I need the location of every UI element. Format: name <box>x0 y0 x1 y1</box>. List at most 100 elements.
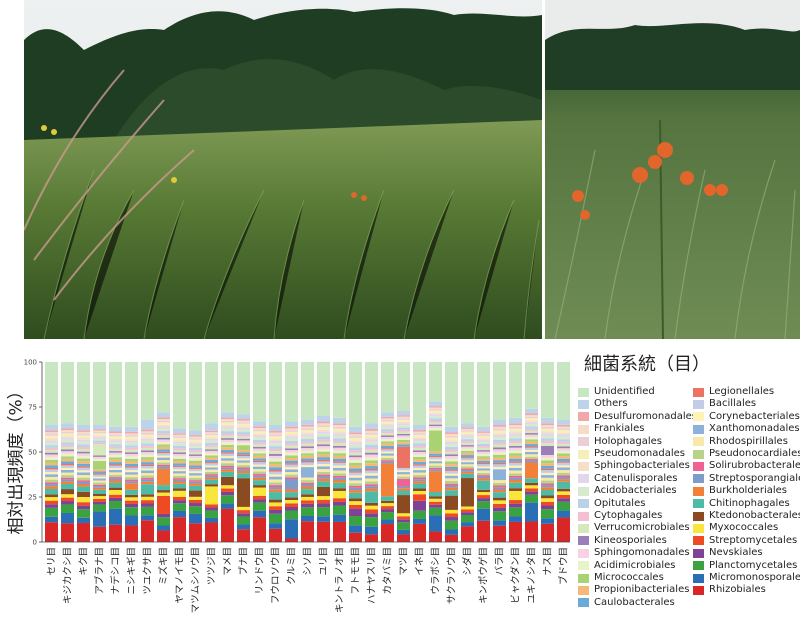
legend-swatch <box>693 412 704 422</box>
bar-segment-legionellales <box>173 465 186 467</box>
bar-segment-legionellales <box>541 468 554 471</box>
bar-segment-corynebacteriales <box>141 468 154 471</box>
bar-segment-propionibacteriales <box>125 461 138 464</box>
bar-segment-bacillales <box>477 464 490 467</box>
bar-segment-propionibacteriales <box>413 459 426 462</box>
legend-item-chitinophagales: Chitinophagales <box>693 498 790 510</box>
legend-swatch <box>578 598 589 608</box>
bar-segment-desulfuromonadales <box>61 428 74 431</box>
bar-segment-frankiales <box>333 425 346 427</box>
bar-segment-nevskiales <box>93 501 106 505</box>
bar-segment-nevskiales <box>477 498 490 502</box>
bar-segment-catenulisporales <box>317 431 330 434</box>
bar-ナデシコ目 <box>109 362 122 542</box>
bar-segment-burkholderiales <box>141 481 154 485</box>
bar-segment-kineosporiales <box>157 437 170 440</box>
x-tick-label: ツユクサ目 <box>143 547 154 595</box>
bar-segment-acidimicrobiales <box>461 448 474 451</box>
bar-segment-pseudonocardiales <box>461 466 474 469</box>
bar-segment-rhodospirillales <box>157 460 170 463</box>
bar-segment-micrococcales <box>93 461 106 470</box>
bar-segment-xanthomonadales <box>221 458 234 461</box>
bar-segment-streptosporangiales <box>381 461 394 464</box>
bar-segment-catenulisporales <box>509 433 522 436</box>
bar-segment-desulfuromonadales <box>237 418 250 421</box>
bar-segment-others <box>381 412 394 417</box>
bar-segment-verrucomicrobiales <box>333 443 346 446</box>
bar-segment-corynebacteriales <box>429 459 442 462</box>
bar-segment-rhodospirillales <box>221 460 234 464</box>
bar-segment-rhizobiales <box>269 528 282 542</box>
bar-segment-micrococcales <box>397 439 410 443</box>
bar-segment-frankiales <box>317 423 330 426</box>
y-tick-label: 25 <box>28 494 37 502</box>
bar-segment-sphingobacteriales <box>109 438 122 441</box>
bar-segment-desulfuromonadales <box>141 429 154 432</box>
bar-segment-nevskiales <box>557 498 570 502</box>
legend-swatch <box>693 523 704 533</box>
x-tick-label: ブナ目 <box>238 547 250 576</box>
bar-segment-pseudonocardiales <box>333 473 346 476</box>
bar-segment-others <box>189 430 202 436</box>
bar-segment-chitinophagales <box>93 489 106 495</box>
bar-segment-acidimicrobiales <box>429 428 442 431</box>
bar-segment-cytophagales <box>317 439 330 442</box>
bar-segment-micromonosporales <box>349 525 362 533</box>
legend-label: Catenulisporales <box>594 472 678 484</box>
bar-segment-frankiales <box>445 433 458 436</box>
bar-segment-myxococcales <box>461 506 474 510</box>
x-tick-label: ナス目 <box>543 547 554 576</box>
bar-segment-catenulisporales <box>381 425 394 427</box>
bar-segment-pseudonocardiales <box>397 476 410 479</box>
bar-segment-pseudomonadales <box>333 428 346 432</box>
bar-segment-cytophagales <box>109 446 122 449</box>
legend-item-micromonosporales: Micromonosporales <box>693 572 800 584</box>
bar-segment-chitinophagales <box>429 492 442 497</box>
bar-segment-streptomycetales <box>381 506 394 510</box>
bar-segment-cytophagales <box>45 447 58 450</box>
bar-ハナヤスリ目 <box>365 362 378 542</box>
bar-segment-myxococcales <box>365 505 378 510</box>
bar-segment-kineosporiales <box>93 455 106 457</box>
bar-segment-cytophagales <box>381 431 394 434</box>
bar-segment-planctomycetales <box>285 510 298 520</box>
bar-segment-sphingobacteriales <box>365 437 378 440</box>
bar-segment-kineosporiales <box>125 452 138 454</box>
legend-item-pseudomonadales: Pseudomonadales <box>578 448 685 460</box>
bar-segment-unidentified <box>413 362 426 425</box>
bar-segment-sphingomonadales <box>61 451 74 454</box>
bar-segment-cytophagales <box>173 448 186 451</box>
bar-アブラナ目 <box>93 362 106 542</box>
bar-segment-micrococcales <box>445 461 458 465</box>
bar-segment-cytophagales <box>141 445 154 448</box>
bar-segment-micromonosporales <box>285 519 298 539</box>
bar-segment-kineosporiales <box>413 450 426 452</box>
bar-segment-burkholderiales <box>381 463 394 497</box>
bar-segment-rhizobiales <box>333 521 346 542</box>
bar-segment-sphingobacteriales <box>125 439 138 441</box>
bar-segment-verrucomicrobiales <box>125 449 138 453</box>
bar-segment-frankiales <box>285 428 298 431</box>
bar-segment-catenulisporales <box>285 436 298 439</box>
bar-segment-sphingobacteriales <box>349 440 362 443</box>
bar-segment-others <box>365 423 378 429</box>
bar-segment-sphingobacteriales <box>301 432 314 435</box>
bar-segment-myxococcales <box>45 497 58 501</box>
bar-segment-opitutales <box>285 441 298 444</box>
bar-segment-others <box>557 419 570 425</box>
bar-segment-pseudonocardiales <box>509 473 522 476</box>
bar-segment-others <box>237 414 250 419</box>
bar-segment-corynebacteriales <box>477 466 490 469</box>
bar-segment-bacillales <box>157 453 170 456</box>
bar-segment-kineosporiales <box>301 446 314 449</box>
legend-swatch <box>578 561 589 571</box>
bar-segment-micrococcales <box>317 451 330 455</box>
bar-segment-micromonosporales <box>157 525 170 531</box>
bar-segment-myxococcales <box>157 492 170 496</box>
bar-segment-rhodospirillales <box>61 472 74 476</box>
bar-segment-streptosporangiales <box>253 475 266 478</box>
bar-segment-catenulisporales <box>45 440 58 443</box>
bar-segment-micrococcales <box>77 458 90 462</box>
bar-segment-solirubrobacterales <box>493 485 506 488</box>
bar-segment-solirubrobacterales <box>349 485 362 488</box>
